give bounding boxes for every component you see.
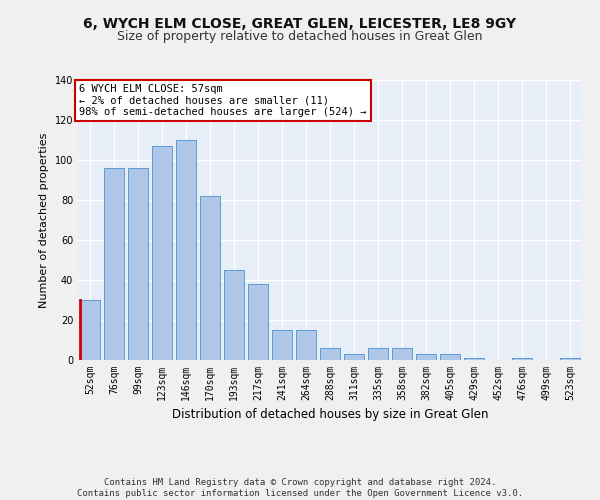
Bar — [248, 284, 268, 360]
Bar — [296, 330, 316, 360]
Text: Size of property relative to detached houses in Great Glen: Size of property relative to detached ho… — [117, 30, 483, 43]
Bar — [320, 348, 340, 360]
Text: 6, WYCH ELM CLOSE, GREAT GLEN, LEICESTER, LE8 9GY: 6, WYCH ELM CLOSE, GREAT GLEN, LEICESTER… — [83, 18, 517, 32]
X-axis label: Distribution of detached houses by size in Great Glen: Distribution of detached houses by size … — [172, 408, 488, 422]
Bar — [416, 354, 436, 360]
Bar — [80, 300, 100, 360]
Bar — [368, 348, 388, 360]
Bar — [152, 146, 172, 360]
Text: Contains HM Land Registry data © Crown copyright and database right 2024.
Contai: Contains HM Land Registry data © Crown c… — [77, 478, 523, 498]
Bar — [512, 358, 532, 360]
Bar — [272, 330, 292, 360]
Bar — [560, 358, 580, 360]
Bar — [224, 270, 244, 360]
Y-axis label: Number of detached properties: Number of detached properties — [39, 132, 49, 308]
Bar — [176, 140, 196, 360]
Bar — [392, 348, 412, 360]
Bar — [344, 354, 364, 360]
Bar — [464, 358, 484, 360]
Text: 6 WYCH ELM CLOSE: 57sqm
← 2% of detached houses are smaller (11)
98% of semi-det: 6 WYCH ELM CLOSE: 57sqm ← 2% of detached… — [79, 84, 367, 117]
Bar — [200, 196, 220, 360]
Bar — [128, 168, 148, 360]
Bar — [440, 354, 460, 360]
Bar — [104, 168, 124, 360]
